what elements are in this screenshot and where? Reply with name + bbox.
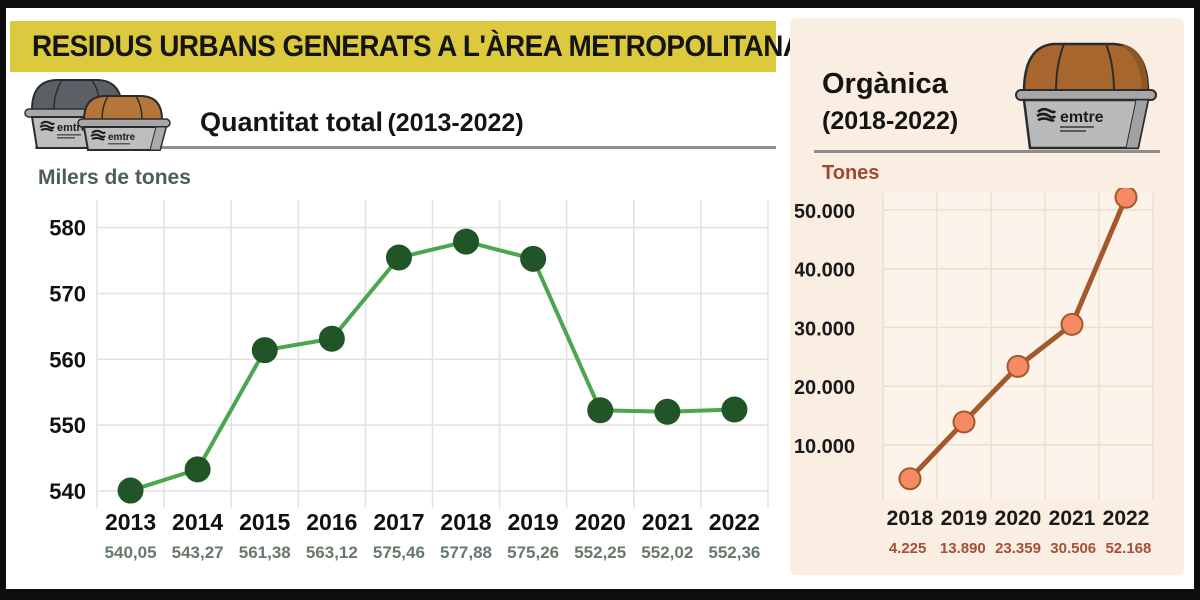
value-label: 13.890	[939, 540, 986, 557]
emtre-logo-subtext-lines	[1060, 130, 1086, 132]
data-point	[1006, 354, 1030, 378]
left-x-axis-labels: 2013 2014 2015 2016 2017 2018 2019 2020 2021 2022	[97, 509, 768, 536]
x-tick-label: 2013	[104, 509, 157, 535]
data-point	[453, 228, 480, 255]
y-tick-label: 20.000	[795, 377, 855, 399]
data-point	[1114, 188, 1138, 209]
x-tick-label: 2019	[507, 509, 559, 535]
value-label: 577,88	[440, 543, 493, 562]
emtre-logo-icon	[1036, 107, 1057, 122]
value-label: 540,05	[104, 543, 157, 562]
data-point	[385, 244, 412, 271]
x-tick-label: 2015	[239, 509, 291, 535]
right-chart-title-range: (2018-2022)	[822, 107, 959, 135]
left-header-divider	[35, 146, 776, 149]
organic-bin-small-icon: emtre	[77, 95, 171, 151]
emtre-logo-subtext-lines	[108, 143, 130, 145]
x-tick-label: 2018	[886, 507, 934, 530]
y-tick-label: 50.000	[795, 201, 855, 223]
data-point	[952, 410, 976, 434]
x-tick-label: 2021	[641, 509, 693, 535]
organica-chart-svg: 10.000 20.000 30.000 40.000 50.000	[795, 188, 1154, 500]
data-point	[654, 398, 681, 425]
y-tick-label: 580	[49, 216, 86, 241]
x-tick-label: 2021	[1048, 507, 1096, 530]
data-point	[117, 477, 144, 504]
right-y-axis-title: Tones	[822, 162, 880, 184]
value-label: 552,02	[641, 543, 694, 562]
emtre-logo-icon	[39, 120, 55, 132]
value-label: 563,12	[305, 543, 358, 562]
x-tick-label: 2022	[708, 509, 760, 535]
y-tick-label: 30.000	[795, 318, 855, 340]
left-chart-title: Quantitat total (2013-2022)	[200, 107, 524, 138]
right-value-labels: 4.225 13.890 23.359 30.506 52.168	[880, 540, 1156, 557]
left-y-axis-title: Milers de tones	[38, 166, 191, 189]
title-banner: RESIDUS URBANS GENERATS A L'ÀREA METROPO…	[10, 21, 803, 72]
left-value-labels: 540,05 543,27 561,38 563,12 575,46 577,88 575,…	[97, 543, 768, 563]
organic-bin-icon: emtre	[1015, 42, 1157, 150]
value-label: 30.506	[1050, 540, 1097, 557]
value-label: 552,36	[708, 543, 761, 562]
data-point	[318, 325, 345, 352]
emtre-logo-icon	[90, 129, 106, 141]
value-label: 4.225	[888, 540, 927, 557]
right-chart-title: Orgànica (2018-2022)	[822, 66, 958, 140]
x-tick-label: 2020	[994, 507, 1042, 530]
emtre-logo-subtext-lines	[1060, 126, 1094, 128]
right-header-divider	[814, 150, 1160, 153]
data-point	[251, 337, 278, 364]
data-point	[520, 245, 547, 272]
data-line	[129, 239, 735, 493]
emtre-logo-text: emtre	[108, 132, 136, 143]
plot-area	[883, 193, 1153, 500]
data-point	[587, 397, 614, 424]
y-tick-label: 10.000	[795, 436, 855, 458]
value-label: 23.359	[995, 540, 1041, 557]
value-label: 561,38	[238, 543, 291, 562]
right-chart-title-text: Orgànica	[822, 68, 948, 100]
left-chart-title-range: (2013-2022)	[387, 109, 524, 137]
emtre-logo-text: emtre	[1060, 109, 1104, 126]
data-point	[898, 467, 922, 491]
x-tick-label: 2018	[440, 509, 492, 535]
x-tick-label: 2019	[940, 507, 988, 530]
main-title: RESIDUS URBANS GENERATS A L'ÀREA METROPO…	[32, 29, 803, 63]
right-x-axis-labels: 2018 2019 2020 2021 2022	[883, 507, 1153, 531]
x-tick-label: 2017	[373, 509, 425, 535]
y-tick-label: 550	[49, 413, 86, 438]
value-label: 543,27	[171, 543, 224, 562]
emtre-logo-subtext-lines	[57, 137, 75, 139]
value-label: 52.168	[1105, 540, 1152, 557]
y-tick-label: 540	[49, 479, 86, 504]
left-chart-title-text: Quantitat total	[200, 107, 383, 137]
y-tick-label: 40.000	[795, 260, 855, 282]
value-label: 552,25	[574, 543, 627, 562]
data-point	[184, 456, 211, 483]
total-chart-svg: 540 550 560 570 580	[49, 200, 769, 508]
x-tick-label: 2014	[172, 509, 224, 535]
y-tick-label: 570	[49, 281, 86, 306]
x-tick-label: 2022	[1102, 507, 1150, 530]
data-point	[721, 396, 748, 423]
y-tick-label: 560	[49, 347, 86, 372]
waste-bins-icon: emtre emtre	[24, 79, 171, 151]
value-label: 575,26	[507, 543, 560, 562]
value-label: 575,46	[372, 543, 425, 562]
x-tick-label: 2016	[306, 509, 358, 535]
emtre-logo-subtext-lines	[57, 134, 81, 136]
x-tick-label: 2020	[574, 509, 626, 535]
data-point	[1060, 312, 1084, 336]
